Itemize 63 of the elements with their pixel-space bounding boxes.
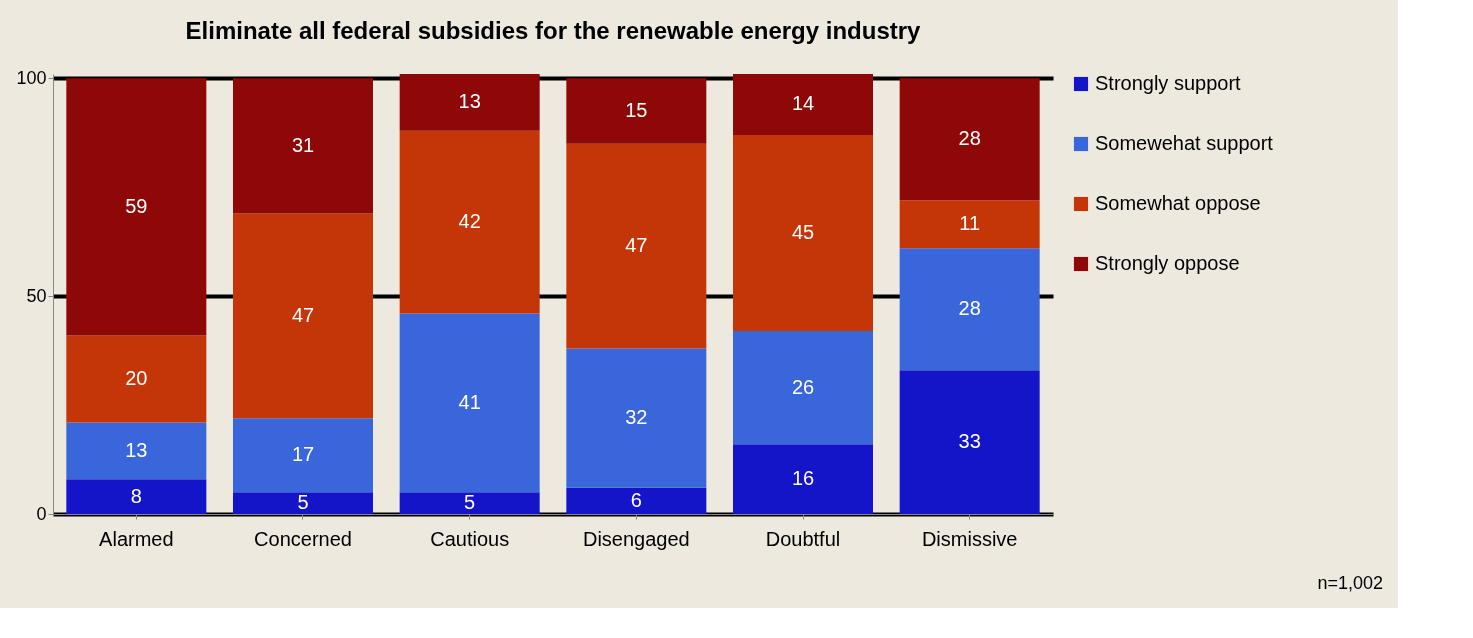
data-label: 28 <box>958 127 981 150</box>
data-label: 8 <box>130 484 142 507</box>
legend-label: Strongly oppose <box>1095 252 1240 274</box>
bar <box>66 422 207 480</box>
data-label: 6 <box>630 488 642 511</box>
y-tick-label: 50 <box>26 285 47 306</box>
data-label: 47 <box>625 234 648 257</box>
legend-label: Strongly support <box>1095 72 1242 94</box>
data-label: 31 <box>291 133 315 156</box>
x-tick-label: Dismissive <box>921 527 1018 550</box>
bar <box>566 348 707 488</box>
data-label: 5 <box>464 491 476 514</box>
bar <box>399 313 540 493</box>
data-label: 41 <box>458 390 481 413</box>
data-label: 5 <box>297 491 309 514</box>
bar <box>733 74 873 135</box>
data-label: 42 <box>458 210 481 233</box>
data-label: 13 <box>458 90 481 113</box>
bar <box>233 492 373 514</box>
data-label: 33 <box>958 430 981 453</box>
data-label: 11 <box>959 212 981 235</box>
data-label: 15 <box>625 99 648 122</box>
data-label: 59 <box>125 194 148 217</box>
data-label: 32 <box>625 406 648 429</box>
bar <box>733 134 873 332</box>
data-label: 14 <box>791 92 815 115</box>
bar <box>399 74 540 131</box>
bar <box>66 479 207 514</box>
x-tick-label: Cautious <box>430 527 510 550</box>
data-label: 47 <box>291 303 315 326</box>
bar <box>66 78 207 336</box>
bar <box>233 78 373 214</box>
bar <box>899 370 1040 514</box>
data-label: 28 <box>958 297 981 320</box>
data-label: 13 <box>125 438 148 461</box>
y-tick-label: 0 <box>36 503 47 524</box>
bar <box>566 78 707 144</box>
text: n=1,002 <box>1317 573 1383 593</box>
bar <box>399 130 540 314</box>
bar <box>233 213 373 419</box>
bar <box>899 248 1040 371</box>
bar <box>899 78 1040 201</box>
legend-label: Somewehat support <box>1095 132 1274 154</box>
x-tick-label: Alarmed <box>99 527 174 550</box>
data-label: 26 <box>791 375 815 398</box>
bar <box>899 200 1040 249</box>
data-label: 17 <box>291 443 315 466</box>
bar <box>399 492 540 514</box>
data-label: 16 <box>791 467 815 490</box>
x-tick-label: Disengaged <box>582 527 690 550</box>
x-tick-label: Concerned <box>254 527 352 550</box>
bar <box>733 444 873 514</box>
chart-title: Eliminate all federal subsidies for the renewable energy industry <box>185 17 922 45</box>
bar <box>733 331 873 445</box>
bar <box>66 335 207 423</box>
bar <box>233 418 373 493</box>
legend-label: Somewhat oppose <box>1095 192 1261 214</box>
bar <box>566 487 707 514</box>
y-tick-label: 100 <box>16 67 47 88</box>
x-tick-label: Doubtful <box>765 527 841 550</box>
data-label: 45 <box>791 221 815 244</box>
bar <box>566 143 707 349</box>
data-label: 20 <box>125 366 148 389</box>
